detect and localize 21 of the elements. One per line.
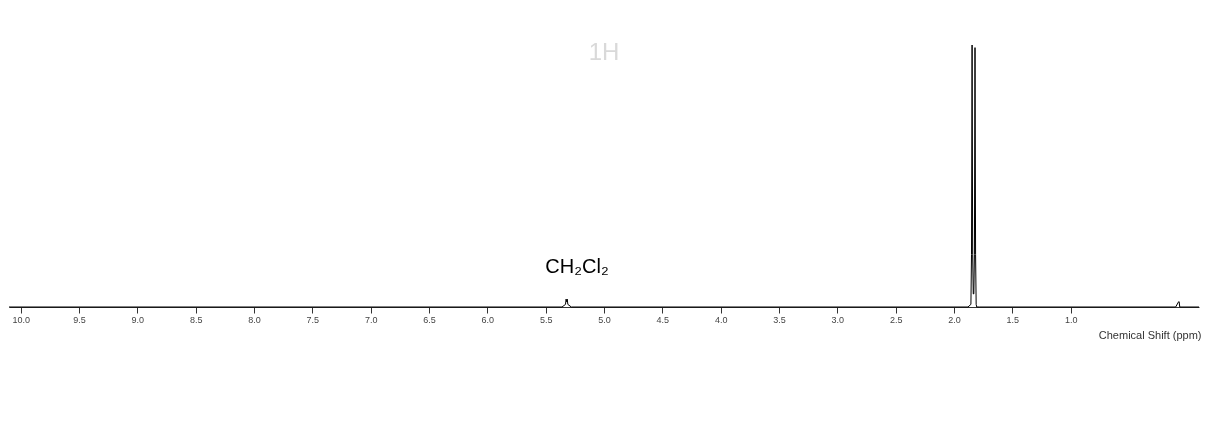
- x-tick-label: 5.5: [539, 314, 553, 325]
- annotation: CH₂Cl₂: [545, 255, 609, 277]
- x-tick-label: 8.0: [248, 314, 261, 325]
- x-tick-label: 6.0: [481, 314, 495, 325]
- x-tick-label: 3.5: [773, 314, 786, 325]
- x-tick-label: 2.0: [948, 314, 961, 325]
- x-tick-label: 1.0: [1064, 314, 1078, 325]
- x-tick-label: 3.0: [831, 314, 845, 325]
- x-tick-label: 9.5: [73, 314, 86, 325]
- x-tick-label: 7.0: [364, 314, 378, 325]
- x-tick-label: 5.0: [598, 314, 611, 325]
- x-tick-label: 8.5: [189, 314, 203, 325]
- x-tick-label: 2.5: [889, 314, 903, 325]
- x-tick-label: 9.0: [131, 314, 145, 325]
- x-axis-title: Chemical Shift (ppm): [1098, 328, 1202, 341]
- x-tick-label: 4.0: [714, 314, 728, 325]
- x-tick-label: 10.0: [12, 314, 30, 325]
- x-tick-label: 6.5: [423, 314, 436, 325]
- x-tick-label: 7.5: [306, 314, 320, 325]
- x-tick-label: 4.5: [656, 314, 670, 325]
- x-tick-label: 1.5: [1006, 314, 1020, 325]
